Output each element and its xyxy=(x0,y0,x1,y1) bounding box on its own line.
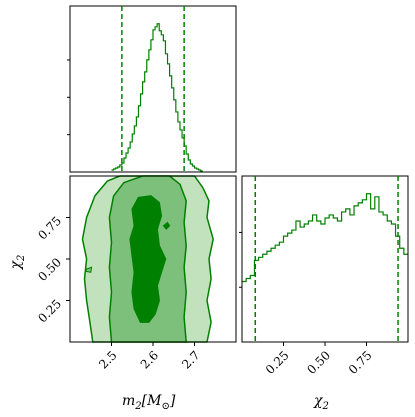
x-axis-label-m2: m2[M⊙] xyxy=(122,393,176,412)
panel-m2-histogram xyxy=(67,5,237,173)
y-axis-label-chi2: χ2 xyxy=(8,255,27,271)
contour-island xyxy=(162,221,171,230)
y-tick-label-chi2-2: 0.75 xyxy=(35,214,64,243)
histogram-chi2 xyxy=(242,193,408,283)
histogram-step-m2 xyxy=(111,23,203,172)
histogram-step-chi2 xyxy=(242,193,408,283)
x-ticks-chi2: 0.25 0.50 0.75 xyxy=(263,342,375,377)
x-ticks-m2: 2.5 2.6 2.7 xyxy=(96,342,203,372)
contour-island-mid xyxy=(85,266,93,273)
x-tick-label-chi2-1: 0.50 xyxy=(304,348,333,377)
quantile-lines-m2 xyxy=(121,6,185,172)
y-ticks-m2-histogram xyxy=(67,59,70,136)
x-axis-label-chi2: χ2 xyxy=(313,393,329,412)
x-tick-label-m2-1: 2.6 xyxy=(138,348,161,371)
y-tick-label-chi2-1: 0.50 xyxy=(35,255,64,284)
x-tick-label-m2-2: 2.7 xyxy=(179,348,202,371)
x-tick-label-m2-0: 2.5 xyxy=(96,348,119,371)
y-tick-label-chi2-0: 0.25 xyxy=(35,297,64,326)
panel-frame-chi2 xyxy=(241,175,409,343)
panel-frame-m2 xyxy=(69,5,237,173)
x-tick-label-chi2-0: 0.25 xyxy=(263,348,292,377)
histogram-m2 xyxy=(111,23,203,172)
x-tick-label-chi2-2: 0.75 xyxy=(346,348,375,377)
panel-chi2-histogram: 0.25 0.50 0.75 xyxy=(239,175,409,377)
quantile-lines-chi2 xyxy=(254,176,399,342)
y-ticks-chi2-histogram xyxy=(239,231,242,288)
contour-inner xyxy=(129,195,167,323)
panel-2d-contours: 2.5 2.6 2.7 0.25 0.50 0.75 xyxy=(35,175,237,372)
y-ticks-chi2: 0.25 0.50 0.75 xyxy=(35,214,70,326)
contour-levels xyxy=(81,175,214,343)
